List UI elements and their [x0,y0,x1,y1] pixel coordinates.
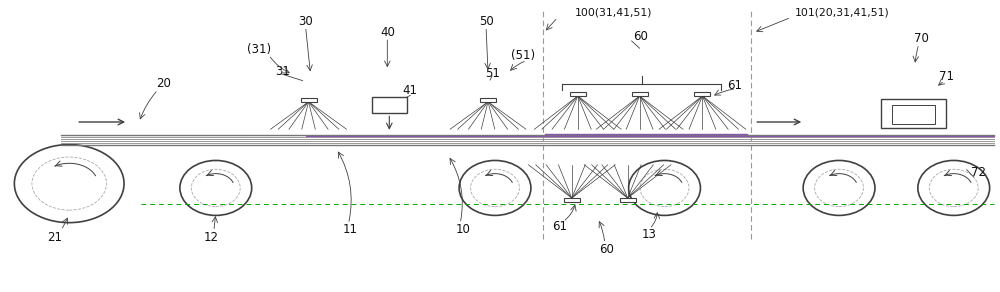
Bar [480,98,496,102]
Text: 12: 12 [203,231,218,244]
Text: 61: 61 [727,79,742,92]
Bar [881,99,946,128]
Text: 13: 13 [642,228,657,241]
Bar [564,198,580,201]
Ellipse shape [14,145,124,223]
Text: 11: 11 [343,223,358,237]
Ellipse shape [459,161,531,215]
Text: 40: 40 [380,26,395,39]
Text: 60: 60 [599,243,614,256]
Text: 31: 31 [275,65,290,78]
Bar [892,105,935,124]
Bar [372,97,407,113]
Ellipse shape [918,161,990,215]
Ellipse shape [629,161,700,215]
Text: 61: 61 [552,220,567,234]
Text: (51): (51) [511,49,535,62]
Bar [620,198,636,201]
Text: 30: 30 [298,15,313,28]
Text: 21: 21 [47,231,62,244]
Text: 70: 70 [914,32,929,45]
Text: 51: 51 [486,67,500,80]
Text: 20: 20 [156,77,171,90]
Bar [301,98,317,102]
Text: 72: 72 [971,166,986,179]
Text: 100(31,41,51): 100(31,41,51) [575,7,652,18]
Text: 10: 10 [456,223,471,237]
Text: 41: 41 [403,84,418,97]
Text: 50: 50 [479,15,493,28]
Bar [570,93,586,96]
Text: 71: 71 [939,69,954,83]
Bar [694,93,710,96]
Text: (31): (31) [247,44,271,56]
Text: 101(20,31,41,51): 101(20,31,41,51) [795,7,889,18]
Ellipse shape [180,161,252,215]
Text: 60: 60 [633,30,648,43]
Bar [632,93,648,96]
Ellipse shape [803,161,875,215]
